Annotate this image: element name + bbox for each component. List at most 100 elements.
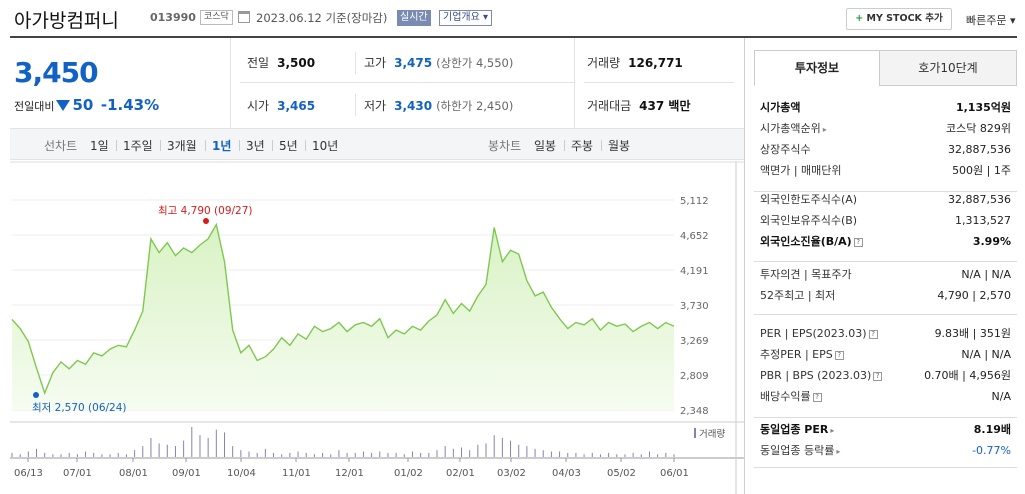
volume-bar (534, 448, 536, 457)
x-tick-label: 07/01 (63, 468, 92, 479)
info-value: 8.19배 (973, 423, 1011, 436)
stat-value: 3,465 (277, 99, 316, 113)
volume-bar (493, 435, 495, 457)
info-row: 동일업종 PER ▸ 8.19배 (760, 420, 1011, 440)
period-10y[interactable]: 10년 (312, 139, 339, 153)
volume-bar (510, 440, 512, 457)
info-label: 배당수익률 (760, 390, 811, 403)
volume-bar (501, 437, 503, 457)
stat-high: 고가 3,475 (상한가 4,550) (364, 54, 513, 71)
info-label: 추정PER | EPS (760, 348, 833, 361)
info-section: 외국인한도주식수(A) 32,887,536 외국인보유주식수(B) 1,313,52… (754, 186, 1017, 262)
divider (601, 140, 602, 151)
tab-hoga[interactable]: 호가10단계 (879, 50, 1017, 86)
high-marker (203, 218, 209, 224)
divider (355, 52, 356, 74)
stat-label: 고가 (364, 56, 387, 70)
period-3m[interactable]: 3개월 (167, 139, 197, 153)
info-label: 시가총액 (760, 101, 801, 114)
candle-weekly[interactable]: 주봉 (571, 139, 594, 153)
volume-bar (281, 454, 283, 457)
volume-bar (60, 454, 62, 457)
candle-monthly[interactable]: 월봉 (608, 139, 631, 153)
divider (116, 140, 117, 151)
volume-bar (485, 443, 487, 457)
volume-bar (657, 454, 659, 457)
price-block: 3,450 전일대비 50 -1.43% (10, 38, 230, 126)
period-3y[interactable]: 3년 (246, 139, 265, 153)
info-row: PBR | BPS (2023.03)? 0.70배 | 4,956원 (760, 366, 1011, 386)
info-label: 외국인소진율(B/A) (760, 235, 852, 248)
divider (230, 38, 231, 128)
stat-label: 거래대금 (587, 99, 632, 113)
header-divider (10, 36, 1017, 38)
price-line (11, 222, 675, 396)
info-value: N/A | N/A (961, 348, 1011, 361)
quick-order-button[interactable]: 빠른주문 ▾ (966, 14, 1016, 27)
volume-bar (608, 452, 610, 457)
help-icon[interactable]: ? (853, 238, 863, 247)
period-5y[interactable]: 5년 (279, 139, 298, 153)
help-icon[interactable]: ? (812, 393, 822, 402)
help-icon[interactable]: ? (834, 351, 844, 360)
volume-bar (624, 454, 626, 457)
arrow-right-icon[interactable]: ▸ (830, 426, 835, 435)
volume-bar (207, 437, 209, 457)
volume-bar (109, 454, 111, 457)
x-tick-label: 09/01 (172, 468, 201, 479)
volume-bar (526, 446, 528, 457)
volume-bar (273, 452, 275, 457)
volume-bar (313, 454, 315, 457)
volume-bar (191, 427, 193, 457)
corp-info-dropdown[interactable]: 기업개요 ▾ (439, 10, 492, 26)
help-icon[interactable]: ? (868, 330, 878, 339)
stat-label: 시가 (247, 99, 270, 113)
help-icon[interactable]: ? (873, 372, 883, 381)
volume-bar (101, 454, 103, 457)
stat-open: 시가 3,465 (247, 97, 315, 114)
info-row: 외국인한도주식수(A) 32,887,536 (760, 190, 1011, 210)
info-row: 액면가 | 매매단위 500원 | 1주 (760, 161, 1011, 181)
info-value: 500원 | 1주 (952, 164, 1011, 177)
x-tick-label: 06/13 (14, 468, 43, 479)
down-triangle-icon (56, 100, 71, 111)
tab-investment-info[interactable]: 투자정보 (754, 50, 880, 86)
info-row: 외국인소진율(B/A)? 3.99% (760, 232, 1011, 252)
stat-label: 저가 (364, 99, 387, 113)
stat-label: 전일 (247, 56, 270, 70)
realtime-button[interactable]: 실시간 (397, 10, 431, 26)
candle-daily[interactable]: 일봉 (534, 139, 557, 153)
y-tick-label: 2,348 (680, 406, 709, 417)
period-1w[interactable]: 1주일 (123, 139, 153, 153)
volume-bar (395, 452, 397, 457)
vs-prev-label: 전일대비 (14, 100, 55, 113)
volume-bar (436, 450, 438, 457)
stat-prev: 전일 3,500 (247, 54, 315, 71)
arrow-right-icon[interactable]: ▸ (836, 447, 841, 456)
volume-bar (27, 451, 29, 457)
info-row: 시가총액 1,135억원 (760, 98, 1011, 118)
info-label: 외국인보유주식수(B) (760, 214, 858, 227)
arrow-right-icon[interactable]: ▸ (822, 125, 827, 134)
divider (160, 140, 161, 151)
change-amount: 50 (72, 96, 94, 114)
volume-bar (403, 454, 405, 457)
period-1y[interactable]: 1년 (212, 139, 232, 153)
volume-bar (461, 447, 463, 457)
volume-bar (452, 448, 454, 457)
calendar-icon (238, 11, 250, 23)
volume-bar (44, 452, 46, 457)
plus-icon: + (855, 13, 864, 24)
info-row: 52주최고 | 최저 4,790 | 2,570 (760, 286, 1011, 306)
period-1d[interactable]: 1일 (90, 139, 109, 153)
info-row: PER | EPS(2023.03)? 9.83배 | 351원 (760, 324, 1011, 344)
info-label: 동일업종 등락률 (760, 444, 835, 457)
x-tick-label: 04/03 (552, 468, 581, 479)
y-tick-label: 3,730 (680, 301, 709, 312)
add-mystock-button[interactable]: + MY STOCK 추가 (846, 8, 952, 30)
volume-bar (256, 452, 258, 457)
volume-bar (199, 435, 201, 457)
x-tick-label: 01/02 (394, 468, 423, 479)
price-area (12, 224, 674, 410)
